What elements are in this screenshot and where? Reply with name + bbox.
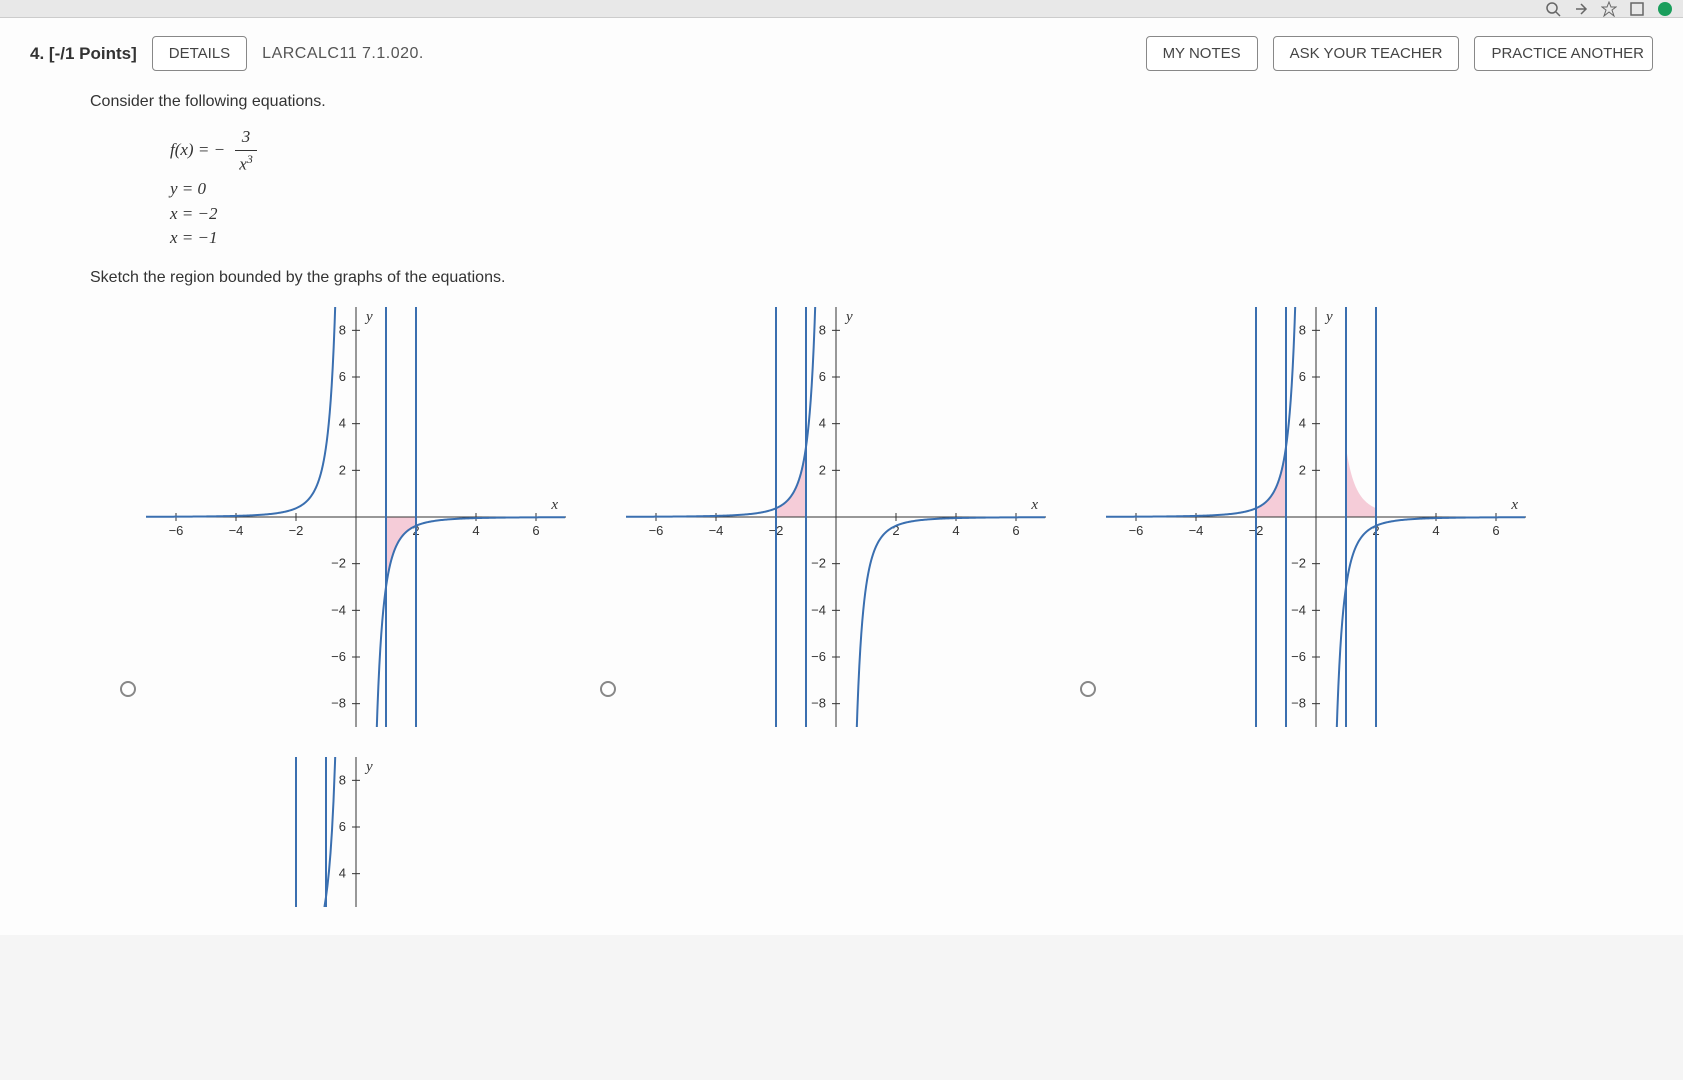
svg-text:−8: −8 (811, 696, 826, 711)
svg-text:8: 8 (339, 772, 346, 787)
practice-another-button[interactable]: PRACTICE ANOTHER (1474, 36, 1653, 71)
svg-text:6: 6 (1299, 369, 1306, 384)
svg-text:6: 6 (1012, 523, 1019, 538)
svg-text:−4: −4 (811, 602, 826, 617)
question-number: 4. [-/1 Points] (30, 44, 137, 64)
svg-text:y: y (364, 309, 373, 325)
question-header: 4. [-/1 Points] DETAILS LARCALC11 7.1.02… (30, 36, 1653, 71)
graph-1: −6−4−22468642−2−4−6−8xy (146, 307, 566, 727)
svg-text:−4: −4 (709, 523, 724, 538)
svg-text:−2: −2 (289, 523, 304, 538)
svg-text:−6: −6 (169, 523, 184, 538)
svg-text:6: 6 (1492, 523, 1499, 538)
question-panel: 4. [-/1 Points] DETAILS LARCALC11 7.1.02… (0, 18, 1683, 935)
svg-text:8: 8 (1299, 322, 1306, 337)
svg-text:4: 4 (472, 523, 479, 538)
svg-text:6: 6 (532, 523, 539, 538)
svg-text:8: 8 (339, 322, 346, 337)
search-icon[interactable] (1545, 1, 1561, 17)
source-ref: LARCALC11 7.1.020. (262, 45, 424, 63)
graph-option-2: −6−4−22468642−2−4−6−8xy (600, 307, 1080, 737)
svg-text:2: 2 (339, 462, 346, 477)
svg-text:6: 6 (819, 369, 826, 384)
graph-option-1: −6−4−22468642−2−4−6−8xy (120, 307, 600, 737)
svg-text:x: x (550, 497, 558, 513)
my-notes-button[interactable]: MY NOTES (1146, 36, 1258, 71)
equations-block: f(x) = − 3 x3 y = 0 x = −2 x = −1 (170, 125, 1653, 251)
svg-text:y: y (844, 309, 853, 325)
graph-option-3: −6−4−22468642−2−4−6−8xy (1080, 307, 1560, 737)
svg-text:−4: −4 (1189, 523, 1204, 538)
svg-text:−6: −6 (1291, 649, 1306, 664)
prompt-text: Consider the following equations. (90, 93, 1653, 111)
details-button[interactable]: DETAILS (152, 36, 247, 71)
svg-text:4: 4 (819, 416, 826, 431)
svg-text:−6: −6 (649, 523, 664, 538)
svg-text:−8: −8 (331, 696, 346, 711)
radio-option-1[interactable] (120, 681, 136, 697)
svg-text:8: 8 (819, 322, 826, 337)
star-icon[interactable] (1601, 1, 1617, 17)
svg-text:4: 4 (339, 866, 346, 881)
svg-text:x: x (1030, 497, 1038, 513)
profile-icon[interactable] (1657, 1, 1673, 17)
svg-text:x: x (1510, 497, 1518, 513)
graph-4: 8 6 4 y (146, 757, 566, 907)
svg-text:y: y (1324, 309, 1333, 325)
svg-text:−2: −2 (1291, 556, 1306, 571)
svg-text:4: 4 (339, 416, 346, 431)
equation-x1: x = −2 (170, 202, 1653, 227)
ask-teacher-button[interactable]: ASK YOUR TEACHER (1273, 36, 1460, 71)
svg-text:−8: −8 (1291, 696, 1306, 711)
svg-text:−4: −4 (1291, 602, 1306, 617)
svg-text:4: 4 (1299, 416, 1306, 431)
share-icon[interactable] (1573, 1, 1589, 17)
svg-text:−6: −6 (811, 649, 826, 664)
graph-2: −6−4−22468642−2−4−6−8xy (626, 307, 1046, 727)
graph-options-row: −6−4−22468642−2−4−6−8xy −6−4−22468642−2−… (120, 307, 1653, 737)
svg-text:6: 6 (339, 819, 346, 834)
svg-text:−4: −4 (229, 523, 244, 538)
equation-fx: f(x) = − 3 x3 (170, 125, 1653, 177)
browser-topbar (0, 0, 1683, 18)
svg-text:4: 4 (952, 523, 959, 538)
radio-option-2[interactable] (600, 681, 616, 697)
radio-option-3[interactable] (1080, 681, 1096, 697)
svg-text:−6: −6 (331, 649, 346, 664)
svg-text:−2: −2 (331, 556, 346, 571)
svg-text:4: 4 (1432, 523, 1439, 538)
svg-text:y: y (364, 759, 373, 775)
svg-text:2: 2 (1299, 462, 1306, 477)
maximize-icon[interactable] (1629, 1, 1645, 17)
svg-text:−6: −6 (1129, 523, 1144, 538)
graph-option-4: 8 6 4 y (120, 757, 600, 917)
graph-options-row-2: 8 6 4 y (120, 757, 1653, 917)
svg-text:6: 6 (339, 369, 346, 384)
svg-text:−4: −4 (331, 602, 346, 617)
equation-x2: x = −1 (170, 226, 1653, 251)
equation-y: y = 0 (170, 177, 1653, 202)
instruction-text: Sketch the region bounded by the graphs … (90, 269, 1653, 287)
graph-3: −6−4−22468642−2−4−6−8xy (1106, 307, 1526, 727)
svg-text:−2: −2 (811, 556, 826, 571)
svg-text:2: 2 (819, 462, 826, 477)
